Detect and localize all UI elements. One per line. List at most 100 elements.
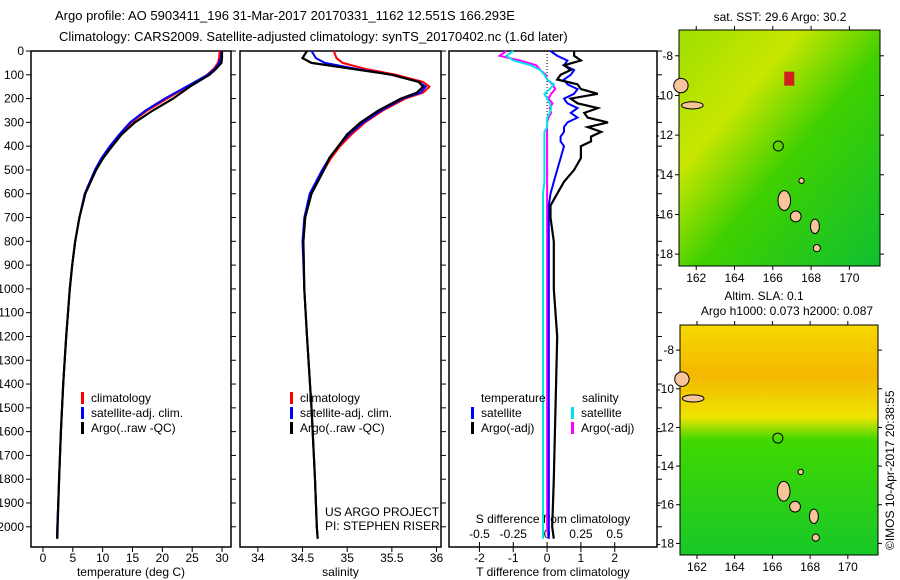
legend-label: Argo(-adj) xyxy=(481,421,534,435)
depth-tick-label: 1100 xyxy=(0,306,24,320)
island-landmass xyxy=(681,101,704,110)
map-field xyxy=(679,324,879,556)
depth-tick-label: 1000 xyxy=(0,282,24,296)
series-line-t-satellite xyxy=(547,50,580,539)
lon-tick-label: 166 xyxy=(762,560,782,574)
x-tick-label: 0 xyxy=(544,551,551,565)
series-line-climatology xyxy=(56,50,221,539)
x-tick-label: 1 xyxy=(578,551,585,565)
title-line-1: Argo profile: AO 5903411_196 31-Mar-2017… xyxy=(55,8,515,23)
series-line-t-argo-adj- xyxy=(549,51,609,539)
depth-tick-label: 300 xyxy=(4,115,24,129)
x-tick-label: 36 xyxy=(430,551,444,565)
lat-tick-label: -10 xyxy=(657,382,675,396)
island-landmass xyxy=(789,500,801,513)
legend-swatch xyxy=(81,422,84,434)
lat-tick-label: -16 xyxy=(657,498,675,512)
legend-swatch xyxy=(471,422,474,434)
x-tick-label: -2 xyxy=(474,551,485,565)
series-line-climatology xyxy=(302,50,431,539)
x-tick-label: 25 xyxy=(186,551,200,565)
island-landmass xyxy=(673,77,689,94)
sst-hotspot xyxy=(784,71,795,86)
depth-tick-label: 0 xyxy=(17,44,24,58)
island-landmass xyxy=(797,468,804,476)
series-line-argo-raw-qc- xyxy=(56,51,224,539)
lon-tick-label: 162 xyxy=(686,271,706,285)
legend-swatch xyxy=(81,392,84,404)
legend-label: Argo(-adj) xyxy=(581,421,634,435)
depth-tick-label: 400 xyxy=(4,139,24,153)
legend-label: climatology xyxy=(300,391,360,405)
x-tick-label: -1 xyxy=(508,551,519,565)
profile-panel-2: 34 34.5 35 35.5 36 salinity climatologysatelli… xyxy=(239,50,446,579)
x-axis-label: temperature (deg C) xyxy=(77,565,185,579)
s-diff-tick-label: 0.25 xyxy=(569,527,593,541)
depth-tick-label: 200 xyxy=(4,92,24,106)
x-tick-label: 15 xyxy=(126,551,140,565)
map-subtitle: Argo h1000: 0.073 h2000: 0.087 xyxy=(701,304,873,318)
lat-tick-label: -14 xyxy=(656,168,674,182)
depth-tick-label: 1200 xyxy=(0,329,24,343)
map-field xyxy=(678,29,881,267)
lat-tick-label: -8 xyxy=(662,49,673,63)
map-title: Altim. SLA: 0.1 xyxy=(724,289,804,303)
island-landmass xyxy=(812,244,821,253)
x-axis-label: T difference from climatology xyxy=(476,565,630,579)
lat-tick-label: -8 xyxy=(663,343,674,357)
series-line-satellite-adj-clim- xyxy=(56,50,223,539)
plot-frame xyxy=(30,50,232,548)
depth-tick-label: 1800 xyxy=(0,472,24,486)
legend-label: Argo(..raw -QC) xyxy=(91,421,176,435)
legend-label: satellite-adj. clim. xyxy=(300,406,392,420)
lon-tick-label: 168 xyxy=(801,271,821,285)
legend-swatch xyxy=(81,407,84,419)
series-line-s-satellite xyxy=(504,50,556,539)
depth-tick-label: 1600 xyxy=(0,425,24,439)
island-landmass xyxy=(808,508,819,525)
legend-swatch xyxy=(571,407,574,419)
island-landmass xyxy=(777,190,792,211)
argo-location-marker xyxy=(772,140,784,152)
x-tick-label: 5 xyxy=(69,551,76,565)
depth-tick-label: 600 xyxy=(4,187,24,201)
profile-panel-3: -2 -1 0 1 2T difference from climatology -0.5… xyxy=(448,50,662,579)
island-landmass xyxy=(798,177,805,184)
legend-swatch xyxy=(290,407,293,419)
lon-tick-label: 170 xyxy=(839,271,859,285)
series-line-argo-raw-qc- xyxy=(300,50,425,539)
x-tick-label: 20 xyxy=(156,551,170,565)
x-tick-label: 35 xyxy=(341,551,355,565)
x-tick-label: 30 xyxy=(215,551,229,565)
profile-panel-1: 0100200300400500600700800900100011001200… xyxy=(0,44,236,579)
depth-tick-label: 900 xyxy=(4,258,24,272)
legend-label: Argo(..raw -QC) xyxy=(300,421,385,435)
lon-tick-label: 162 xyxy=(687,560,707,574)
copyright-timestamp: ©IMOS 10-Apr-2017 20:38:55 xyxy=(883,390,897,550)
lat-tick-label: -12 xyxy=(656,128,674,142)
island-landmass xyxy=(809,218,820,235)
depth-tick-label: 1300 xyxy=(0,353,24,367)
x-tick-label: 0 xyxy=(40,551,47,565)
legend-heading-temperature: temperature xyxy=(481,391,546,405)
x-tick-label: 34.5 xyxy=(291,551,315,565)
depth-tick-label: 1700 xyxy=(0,448,24,462)
plot-frame xyxy=(448,50,658,548)
depth-tick-label: 700 xyxy=(4,211,24,225)
x-tick-label: 34 xyxy=(251,551,265,565)
lat-tick-label: -12 xyxy=(657,420,675,434)
legend-label: satellite xyxy=(581,406,622,420)
depth-tick-label: 500 xyxy=(4,163,24,177)
depth-tick-label: 100 xyxy=(4,68,24,82)
s-diff-tick-label: -0.25 xyxy=(500,527,528,541)
depth-tick-label: 1900 xyxy=(0,496,24,510)
lat-tick-label: -10 xyxy=(656,88,674,102)
island-landmass xyxy=(776,480,791,502)
argo-location-marker xyxy=(772,432,784,444)
title-line-2: Climatology: CARS2009. Satellite-adjuste… xyxy=(59,29,568,44)
x-tick-label: 10 xyxy=(96,551,110,565)
legend-swatch xyxy=(471,407,474,419)
project-annotation: US ARGO PROJECT xyxy=(325,505,440,519)
